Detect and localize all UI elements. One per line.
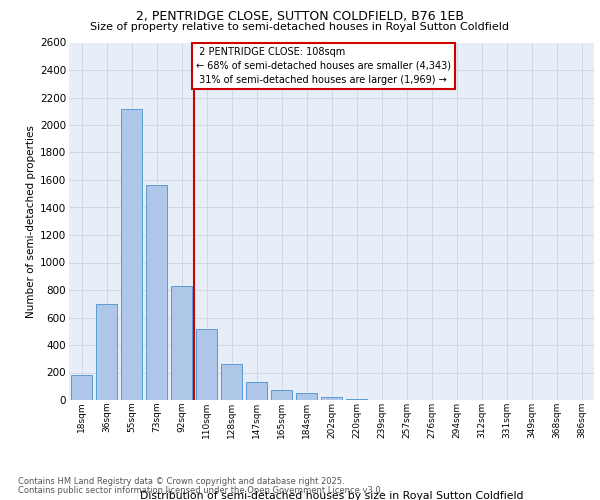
Bar [296,393,317,400]
Bar [121,108,142,400]
Text: 2, PENTRIDGE CLOSE, SUTTON COLDFIELD, B76 1EB: 2, PENTRIDGE CLOSE, SUTTON COLDFIELD, B7… [136,10,464,23]
Bar [146,186,167,400]
Bar [271,390,292,400]
Text: Contains HM Land Registry data © Crown copyright and database right 2025.: Contains HM Land Registry data © Crown c… [18,477,344,486]
Bar [71,375,92,400]
Bar [221,364,242,400]
Text: Contains public sector information licensed under the Open Government Licence v3: Contains public sector information licen… [18,486,383,495]
Bar [196,328,217,400]
Bar [321,397,342,400]
Text: 2 PENTRIDGE CLOSE: 108sqm
← 68% of semi-detached houses are smaller (4,343)
 31%: 2 PENTRIDGE CLOSE: 108sqm ← 68% of semi-… [196,46,451,84]
Bar [96,304,117,400]
Bar [171,286,192,400]
X-axis label: Distribution of semi-detached houses by size in Royal Sutton Coldfield: Distribution of semi-detached houses by … [140,490,523,500]
Bar [246,382,267,400]
Text: Size of property relative to semi-detached houses in Royal Sutton Coldfield: Size of property relative to semi-detach… [91,22,509,32]
Y-axis label: Number of semi-detached properties: Number of semi-detached properties [26,125,36,318]
